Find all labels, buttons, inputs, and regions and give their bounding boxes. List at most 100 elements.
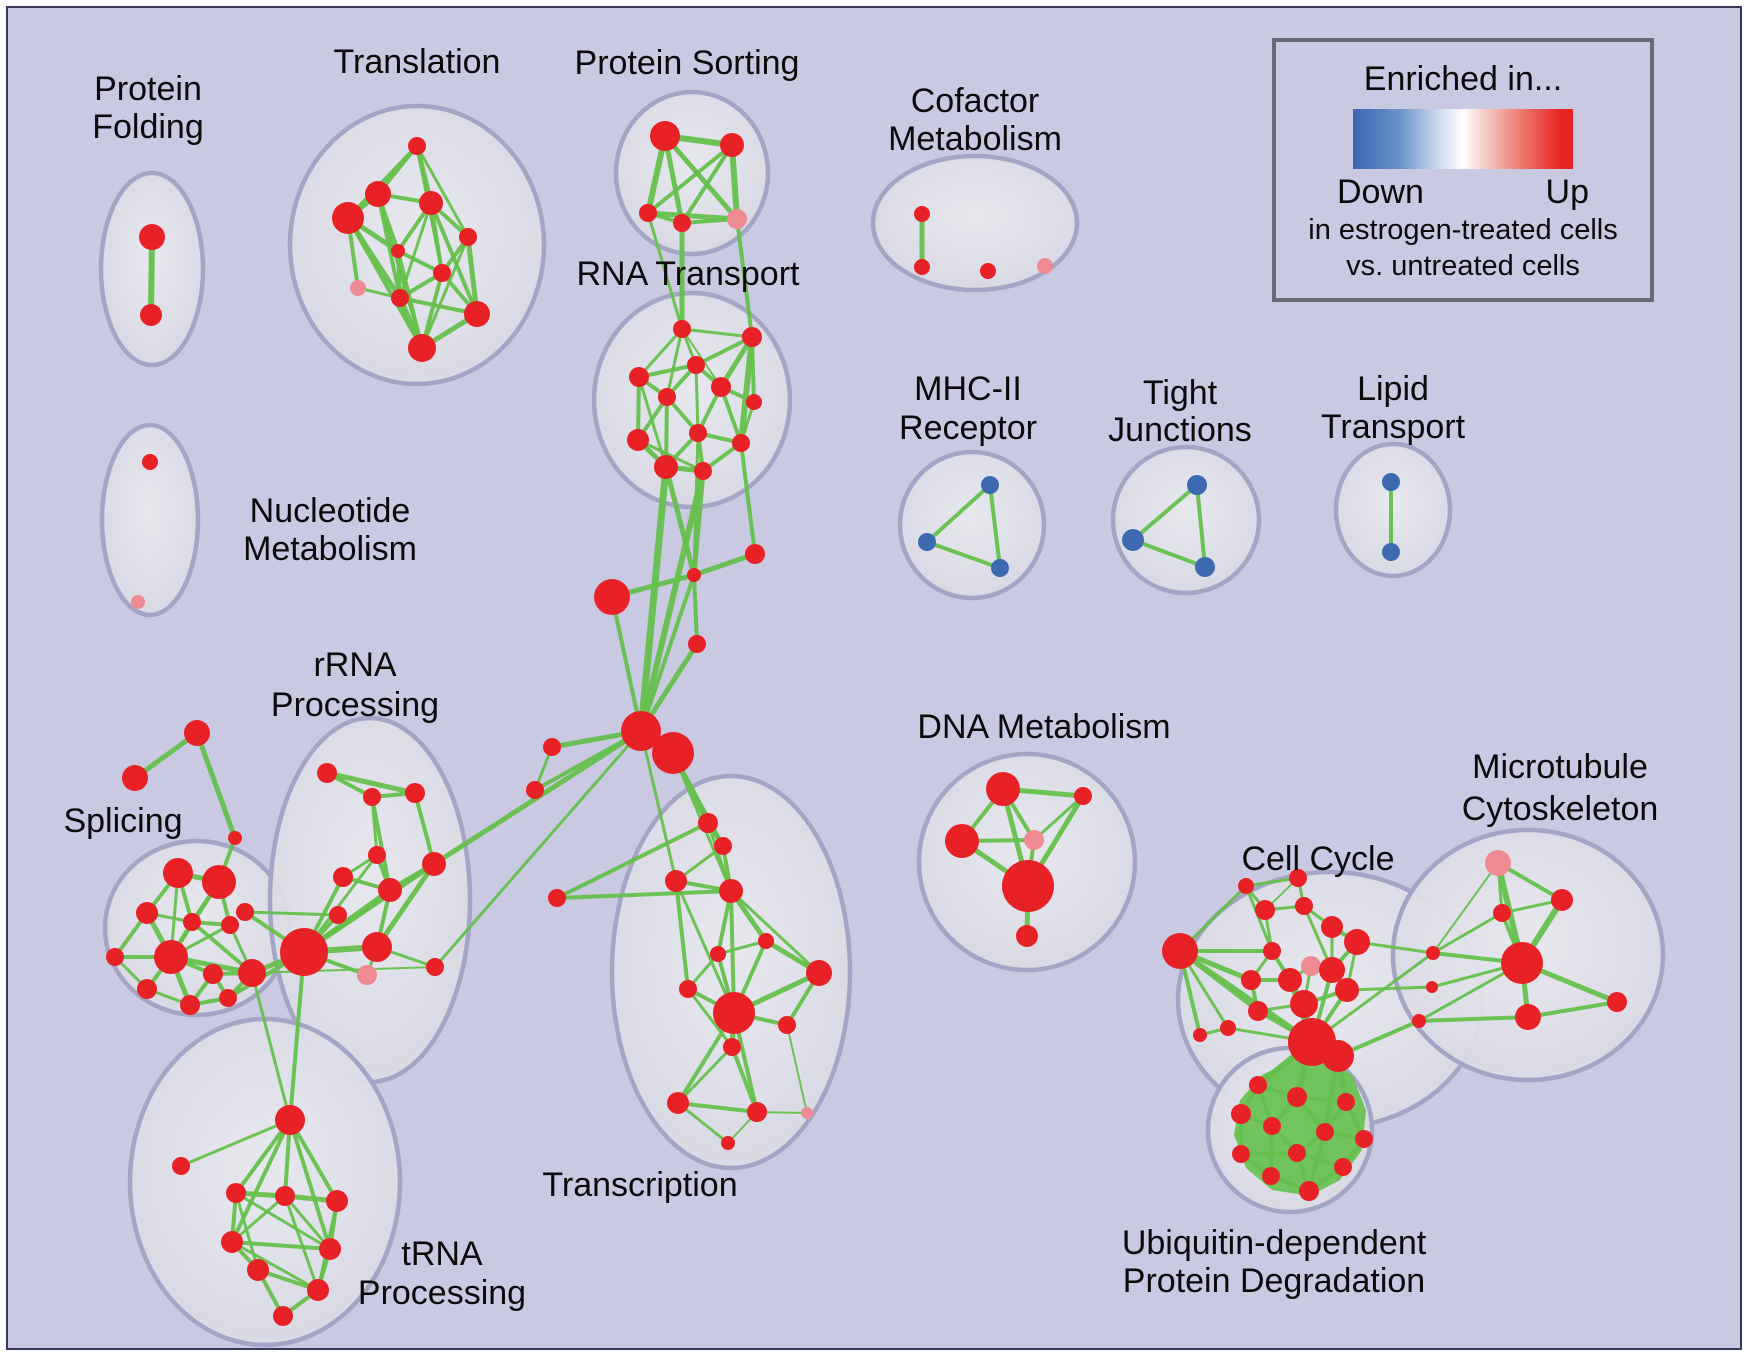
geneset-node-up-cc7[interactable] xyxy=(1263,942,1281,960)
geneset-node-up-pf1[interactable] xyxy=(139,224,165,250)
geneset-node-up-cc2[interactable] xyxy=(1255,900,1275,920)
geneset-node-up-ch2[interactable] xyxy=(594,579,630,615)
geneset-node-up-x12[interactable] xyxy=(667,1092,689,1114)
geneset-node-up-r1[interactable] xyxy=(673,320,691,338)
geneset-node-up-r5[interactable] xyxy=(711,377,731,397)
geneset-node-up-r10[interactable] xyxy=(732,434,750,452)
geneset-node-up-k4[interactable] xyxy=(221,1231,243,1253)
geneset-node-up-tg3[interactable] xyxy=(228,831,242,845)
geneset-node-up-m4[interactable] xyxy=(1501,942,1543,984)
geneset-node-up-d5[interactable] xyxy=(1002,860,1054,912)
geneset-node-up-s2[interactable] xyxy=(202,865,236,899)
geneset-node-up-k1[interactable] xyxy=(226,1183,246,1203)
geneset-node-up-sr1[interactable] xyxy=(745,544,765,564)
geneset-node-down-lt1[interactable] xyxy=(1382,473,1400,491)
geneset-node-up-u4[interactable] xyxy=(1231,1104,1251,1124)
geneset-node-up-x15[interactable] xyxy=(721,1136,735,1150)
geneset-node-up-weak-t8[interactable] xyxy=(350,280,366,296)
geneset-node-up-nm1[interactable] xyxy=(142,454,158,470)
geneset-node-up-x7[interactable] xyxy=(806,960,832,986)
geneset-node-up-ch3[interactable] xyxy=(688,635,706,653)
geneset-node-up-u2[interactable] xyxy=(1287,1087,1307,1107)
geneset-node-up-k8[interactable] xyxy=(273,1306,293,1326)
geneset-node-up-xl3[interactable] xyxy=(548,889,566,907)
geneset-node-up-b2[interactable] xyxy=(1426,981,1438,993)
geneset-node-up-c1[interactable] xyxy=(914,206,930,222)
geneset-node-down-mh2[interactable] xyxy=(918,533,936,551)
geneset-node-up-rrH[interactable] xyxy=(280,928,328,976)
geneset-node-up-u1[interactable] xyxy=(1249,1076,1267,1094)
geneset-node-up-p2[interactable] xyxy=(720,133,744,157)
geneset-node-up-x3[interactable] xyxy=(665,870,687,892)
geneset-node-up-h1[interactable] xyxy=(621,711,661,751)
geneset-node-up-weak-x14[interactable] xyxy=(801,1107,813,1119)
geneset-node-up-cc14[interactable] xyxy=(1220,1020,1236,1036)
geneset-node-up-rr2[interactable] xyxy=(363,788,381,806)
geneset-node-up-s6[interactable] xyxy=(106,948,124,966)
geneset-node-up-weak-d4[interactable] xyxy=(1024,830,1044,850)
geneset-node-up-x13[interactable] xyxy=(747,1102,767,1122)
geneset-node-down-tj3[interactable] xyxy=(1195,557,1215,577)
geneset-node-up-r4[interactable] xyxy=(687,356,705,374)
geneset-node-up-u8[interactable] xyxy=(1232,1145,1250,1163)
geneset-node-up-weak-nm2[interactable] xyxy=(131,595,145,609)
geneset-node-up-s1[interactable] xyxy=(163,858,193,888)
geneset-node-up-s7[interactable] xyxy=(154,940,188,974)
geneset-node-up-s3[interactable] xyxy=(136,902,158,924)
geneset-node-up-x10[interactable] xyxy=(778,1016,796,1034)
geneset-node-up-r9[interactable] xyxy=(627,429,649,451)
geneset-node-up-rr3[interactable] xyxy=(405,783,425,803)
geneset-node-up-x9[interactable] xyxy=(713,992,755,1034)
geneset-node-up-weak-m1[interactable] xyxy=(1485,850,1511,876)
geneset-node-down-mh1[interactable] xyxy=(981,476,999,494)
geneset-node-up-d3[interactable] xyxy=(1074,787,1092,805)
geneset-node-up-cc17[interactable] xyxy=(1289,869,1307,887)
geneset-node-up-cc11[interactable] xyxy=(1335,978,1359,1002)
geneset-node-up-k6[interactable] xyxy=(247,1259,269,1281)
geneset-node-up-cc16[interactable] xyxy=(1238,878,1254,894)
geneset-node-up-cc13[interactable] xyxy=(1248,1001,1268,1021)
geneset-node-up-s4[interactable] xyxy=(183,913,201,931)
geneset-node-up-u12[interactable] xyxy=(1299,1181,1319,1201)
geneset-node-up-pf2[interactable] xyxy=(140,304,162,326)
geneset-node-up-s5[interactable] xyxy=(221,916,239,934)
geneset-node-up-c3[interactable] xyxy=(980,263,996,279)
geneset-node-up-t3[interactable] xyxy=(332,202,364,234)
geneset-node-up-s9[interactable] xyxy=(137,979,157,999)
geneset-node-up-c2[interactable] xyxy=(914,259,930,275)
geneset-node-up-rr4[interactable] xyxy=(368,846,386,864)
geneset-node-up-h2[interactable] xyxy=(652,732,694,774)
geneset-node-up-b1[interactable] xyxy=(1426,946,1440,960)
geneset-node-up-u7[interactable] xyxy=(1355,1130,1373,1148)
geneset-node-up-k3[interactable] xyxy=(326,1190,348,1212)
geneset-node-up-p4[interactable] xyxy=(673,214,691,232)
geneset-node-up-tg1[interactable] xyxy=(184,720,210,746)
geneset-node-up-tg2[interactable] xyxy=(122,765,148,791)
geneset-node-up-m6[interactable] xyxy=(1607,992,1627,1012)
geneset-node-up-x11[interactable] xyxy=(723,1038,741,1056)
geneset-node-up-t5[interactable] xyxy=(459,228,477,246)
geneset-node-up-x4[interactable] xyxy=(719,879,743,903)
geneset-node-up-k2[interactable] xyxy=(275,1186,295,1206)
geneset-node-up-rr12[interactable] xyxy=(426,958,444,976)
geneset-node-up-x1[interactable] xyxy=(698,813,718,833)
geneset-node-up-k7[interactable] xyxy=(307,1279,329,1301)
geneset-node-up-u5[interactable] xyxy=(1263,1117,1281,1135)
geneset-node-up-u6[interactable] xyxy=(1316,1123,1334,1141)
geneset-node-up-d1[interactable] xyxy=(986,772,1020,806)
geneset-node-up-r11[interactable] xyxy=(654,455,678,479)
geneset-node-up-cc15[interactable] xyxy=(1193,1028,1207,1042)
geneset-node-up-cc12[interactable] xyxy=(1290,990,1318,1018)
geneset-node-up-u3[interactable] xyxy=(1337,1093,1355,1111)
geneset-node-up-t2[interactable] xyxy=(365,181,391,207)
geneset-node-up-t10[interactable] xyxy=(464,301,490,327)
geneset-node-up-d6[interactable] xyxy=(1016,925,1038,947)
geneset-node-up-m3[interactable] xyxy=(1493,904,1511,922)
geneset-node-up-tH[interactable] xyxy=(275,1105,305,1135)
geneset-node-up-rr10[interactable] xyxy=(362,932,392,962)
geneset-node-up-s8[interactable] xyxy=(203,964,223,984)
geneset-node-up-s10[interactable] xyxy=(180,995,200,1015)
geneset-node-up-r12[interactable] xyxy=(694,462,712,480)
geneset-node-up-k5[interactable] xyxy=(319,1238,341,1260)
geneset-node-up-u11[interactable] xyxy=(1262,1167,1280,1185)
